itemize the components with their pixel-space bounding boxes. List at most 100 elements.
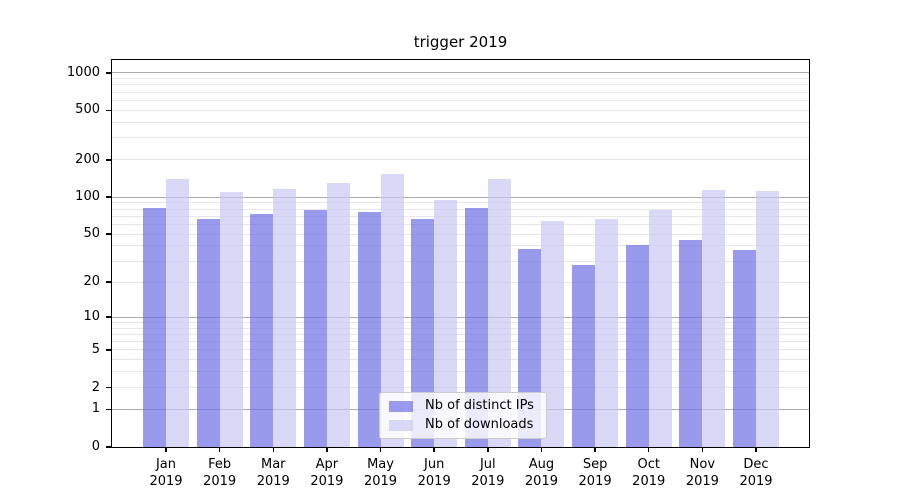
x-axis-tick-label: Jan 2019 [135, 456, 197, 490]
bar-downloads-dec [756, 190, 779, 447]
x-axis-tick-label-line: Nov [689, 457, 716, 472]
bar-distinct-ips-jul [464, 207, 488, 447]
gridline-major [112, 196, 809, 198]
gridline-major [112, 316, 809, 318]
bar-downloads-aug [541, 220, 565, 447]
x-axis-tick-label-line: Sep [582, 457, 608, 472]
y-axis-tick [105, 316, 111, 318]
gridline-minor [112, 84, 809, 86]
gridline-minor [112, 281, 809, 283]
x-axis-tick-label: Jul 2019 [457, 456, 519, 490]
y-axis-tick [105, 233, 111, 235]
x-axis-tick [218, 447, 221, 452]
x-axis-tick-label-line: 2019 [417, 474, 451, 489]
gridline-minor [112, 341, 809, 343]
gridline-minor [112, 208, 809, 210]
y-axis-tick-label: 5 [91, 341, 100, 357]
gridline-minor [112, 359, 809, 361]
y-axis-tick [105, 446, 111, 448]
x-axis-tick-label-line: 2019 [203, 474, 237, 489]
bar-downloads-jan [166, 178, 189, 447]
x-axis-tick [165, 447, 167, 452]
gridline-minor [112, 100, 809, 102]
legend-swatch-downloads [389, 419, 413, 431]
bar-distinct-ips-oct [625, 244, 649, 447]
gridline-minor [112, 321, 809, 323]
y-axis-tick-label: 500 [75, 102, 100, 118]
gridline-minor [112, 121, 809, 123]
x-axis-tick-label: Aug 2019 [510, 456, 572, 490]
x-axis-tick [326, 447, 328, 452]
x-axis-tick [647, 447, 650, 452]
x-axis-tick [755, 447, 757, 452]
bar-downloads-feb [219, 191, 243, 447]
legend-label-downloads: Nb of downloads [425, 417, 534, 432]
y-axis-tick-label: 2 [91, 379, 100, 395]
y-axis-tick [105, 72, 111, 74]
x-axis-tick-label-line: Oct [637, 457, 660, 472]
x-axis-tick [540, 447, 543, 452]
bar-distinct-ips-apr [303, 209, 327, 447]
legend-swatch-distinct-ips [389, 400, 413, 412]
x-axis-tick-label-line: Jul [479, 457, 496, 472]
gridline-minor [112, 109, 809, 111]
y-axis-tick-label: 0 [91, 439, 100, 454]
x-axis-tick-label-line: 2019 [256, 474, 290, 489]
x-axis-tick-label-line: Apr [315, 457, 339, 472]
x-axis-tick-label-line: Feb [208, 457, 232, 472]
gridline-minor [112, 349, 809, 351]
bar-downloads-nov [702, 189, 726, 447]
y-axis-tick [105, 408, 111, 411]
gridline-minor [112, 223, 809, 225]
x-axis-tick-label: May 2019 [350, 456, 412, 490]
x-axis-tick-label-line: 2019 [578, 474, 612, 489]
x-axis-tick-label: Apr 2019 [296, 456, 358, 490]
bar-downloads-sep [595, 218, 619, 447]
x-axis-tick [379, 447, 382, 452]
x-axis-tick-label-line: 2019 [685, 474, 719, 489]
x-axis-tick-label: Jun 2019 [403, 456, 465, 490]
legend: Nb of distinct IPs Nb of downloads [379, 392, 547, 439]
legend-item-distinct-ips: Nb of distinct IPs [389, 399, 537, 413]
y-axis-tick [105, 109, 111, 112]
x-axis-tick-label-line: 2019 [524, 474, 558, 489]
y-axis-tick-label: 10 [83, 309, 100, 325]
gridline-minor [112, 327, 809, 329]
y-axis-tick [105, 196, 111, 198]
gridline-minor [112, 202, 809, 204]
plot-area: 0 1 2 5 10 20 50 100 200 500 1000 Jan 2019 Feb 2019 Mar… [67, 59, 810, 489]
x-axis-tick-label-line: 2019 [310, 474, 344, 489]
x-axis-tick-label-line: May [367, 457, 394, 472]
bars-layer [112, 60, 809, 447]
x-axis-tick-label-line: Dec [743, 457, 769, 472]
y-axis-tick-label: 100 [75, 189, 100, 205]
bar-distinct-ips-dec [733, 250, 756, 447]
y-axis-tick-label: 1 [91, 401, 100, 417]
x-axis-tick-label: Mar 2019 [242, 456, 304, 490]
bar-downloads-apr [326, 183, 350, 447]
bar-distinct-ips-feb [196, 218, 220, 447]
bar-downloads-jun [434, 200, 458, 447]
axis-layer: 0 1 2 5 10 20 50 100 200 500 1000 Jan 2019 Feb 2019 Mar… [67, 60, 809, 489]
gridline-minor [112, 387, 809, 389]
bar-distinct-ips-may [357, 211, 381, 447]
grid-layer [112, 60, 809, 447]
gridline-minor [112, 91, 809, 93]
x-axis-tick-label-line: 2019 [739, 474, 773, 489]
y-axis-tick-label: 1000 [66, 64, 100, 80]
bar-downloads-oct [648, 210, 672, 447]
y-axis-tick-label: 50 [83, 226, 100, 242]
y-axis-tick [105, 349, 111, 351]
x-axis-tick-label-line: Aug [528, 457, 555, 472]
x-axis-tick-label-line: Mar [261, 457, 286, 472]
gridline-minor [112, 333, 809, 335]
chart-title: trigger 2019 [413, 33, 508, 51]
x-axis-tick [701, 447, 704, 452]
x-axis-tick-label-line: Jun [424, 457, 445, 472]
gridline-minor [112, 215, 809, 217]
x-axis-tick-label-line: Jan [155, 457, 177, 472]
x-axis-tick-label: Nov 2019 [671, 456, 733, 490]
x-axis-tick [594, 447, 596, 452]
x-axis-tick-label: Oct 2019 [618, 456, 680, 490]
